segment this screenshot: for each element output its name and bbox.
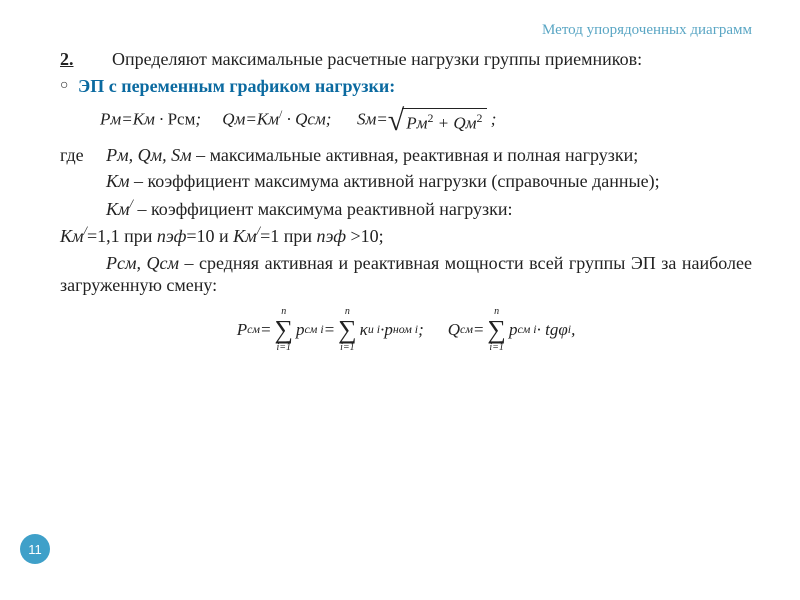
P-t1-sub: см i	[304, 322, 323, 337]
Q-lhs-sub: см	[460, 322, 473, 337]
P-lhs: P	[237, 320, 247, 340]
sigma-icon: n∑i=1	[338, 307, 357, 353]
sigma-bot: i=1	[276, 343, 291, 353]
sigma-sym: ∑	[274, 317, 293, 343]
sigma-sym: ∑	[487, 317, 506, 343]
sqrt-b: Qм	[453, 114, 476, 133]
P-eq1: =	[260, 320, 271, 340]
Q-lhs: Q	[448, 320, 460, 340]
sqrt-plus: +	[433, 114, 453, 133]
sigma-bot: i=1	[340, 343, 355, 353]
formula-line: Рм=Км · Рсм; Qм=Км/ · Qсм; Sм=√Рм2 + Qм2…	[100, 107, 752, 134]
p4-a: Км	[60, 226, 83, 246]
item-text: Определяют максимальные расчетные нагруз…	[112, 49, 752, 70]
Q-t1-sub: см i	[517, 322, 536, 337]
p1-tail: – максимальные активная, реактивная и по…	[192, 145, 639, 165]
page-number-badge: 11	[20, 534, 50, 564]
item-number: 2.	[60, 49, 112, 70]
p1-vars: Рм, Qм, Sм	[106, 145, 191, 165]
f2: Qм=Км	[222, 110, 279, 129]
p4-tail: >10;	[346, 226, 384, 246]
p4-b: Км	[233, 226, 256, 246]
p2-vars: Км	[106, 171, 129, 191]
p3: Км/ – коэффициент максимума реактивной н…	[60, 197, 752, 221]
sqrt-a: Рм	[406, 114, 427, 133]
p2: Км – коэффициент максимума активной нагр…	[60, 170, 752, 193]
Q-t1: p	[509, 320, 518, 340]
p3-vars: Км	[106, 199, 129, 219]
p4-aeq: =1,1 при	[87, 226, 157, 246]
f1-post: ;	[195, 110, 205, 129]
sigma-bot: i=1	[489, 343, 504, 353]
f2-tail: · Qсм;	[282, 110, 335, 129]
p1-pre: где	[60, 145, 88, 165]
slide-header: Метод упорядоченных диаграмм	[60, 22, 752, 39]
f3-pre: Sм=	[357, 110, 388, 129]
p4-beq: =1 при	[260, 226, 316, 246]
bullet-icon: ○	[60, 78, 70, 94]
p2-tail: – коэффициент максимума активной нагрузк…	[129, 171, 659, 191]
Q-eq: =	[473, 320, 484, 340]
sub-item-text: ЭП с переменным графиком нагрузки:	[78, 76, 395, 97]
Q-dot: · tgφ	[537, 320, 568, 340]
p3-tail: – коэффициент максимума реактивной нагру…	[133, 199, 513, 219]
P-t2a: κ	[360, 320, 368, 340]
sqrt: √Рм2 + Qм2	[388, 108, 487, 134]
slide: Метод упорядоченных диаграмм 2. Определя…	[0, 0, 800, 600]
P-end: ;	[418, 320, 424, 340]
Q-end: ,	[571, 320, 575, 340]
p4: Км/=1,1 при nэф=10 и Км/=1 при nэф >10;	[60, 224, 752, 248]
formula-P: Pсм = n∑i=1 pсм i = n∑i=1 κи i · pном i …	[237, 307, 424, 353]
f1-pre: Рм=Км ·	[100, 110, 168, 129]
sub-item: ○ ЭП с переменным графиком нагрузки:	[60, 76, 752, 97]
P-eq2: =	[324, 320, 335, 340]
P-t1: p	[296, 320, 305, 340]
sqrt-tail: ;	[487, 110, 497, 129]
sum-formula-row: Pсм = n∑i=1 pсм i = n∑i=1 κи i · pном i …	[60, 307, 752, 353]
P-t2a-sub: и i	[368, 322, 380, 337]
f1-r: Рсм	[168, 110, 196, 129]
numbered-item: 2. Определяют максимальные расчетные наг…	[60, 49, 752, 70]
p5-vars: Рсм, Qсм	[106, 253, 179, 273]
P-lhs-sub: см	[247, 322, 260, 337]
p4-n2: nэф	[317, 226, 346, 246]
sigma-icon: n∑i=1	[487, 307, 506, 353]
p5: Рсм, Qсм – средняя активная и реактивная…	[60, 252, 752, 297]
P-t2b-sub: ном i	[393, 322, 418, 337]
sqrt-b-exp: 2	[477, 111, 483, 125]
p4-mid: =10 и	[186, 226, 233, 246]
sigma-icon: n∑i=1	[274, 307, 293, 353]
P-t2b: p	[384, 320, 393, 340]
p4-n1: nэф	[157, 226, 186, 246]
formula-Q: Qсм = n∑i=1 pсм i · tgφi ,	[448, 307, 576, 353]
sigma-sym: ∑	[338, 317, 357, 343]
p1: где Рм, Qм, Sм – максимальные активная, …	[60, 144, 752, 167]
